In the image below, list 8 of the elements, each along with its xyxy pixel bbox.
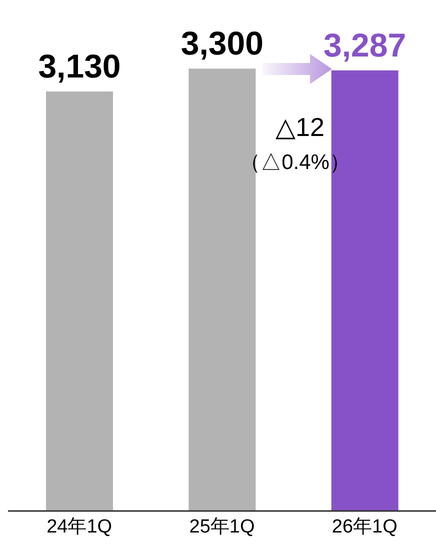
annotation: △12 [274,112,326,143]
x-tick-label: 25年1Q [189,516,255,538]
x-tick-label: 26年1Q [332,516,398,538]
annotation: （△0.4%） [238,150,352,176]
data-label: 3,287 [324,26,406,64]
data-label: 3,130 [38,47,121,84]
data-label: 3,300 [180,24,264,62]
x-tick-label: 24年1Q [46,516,112,538]
